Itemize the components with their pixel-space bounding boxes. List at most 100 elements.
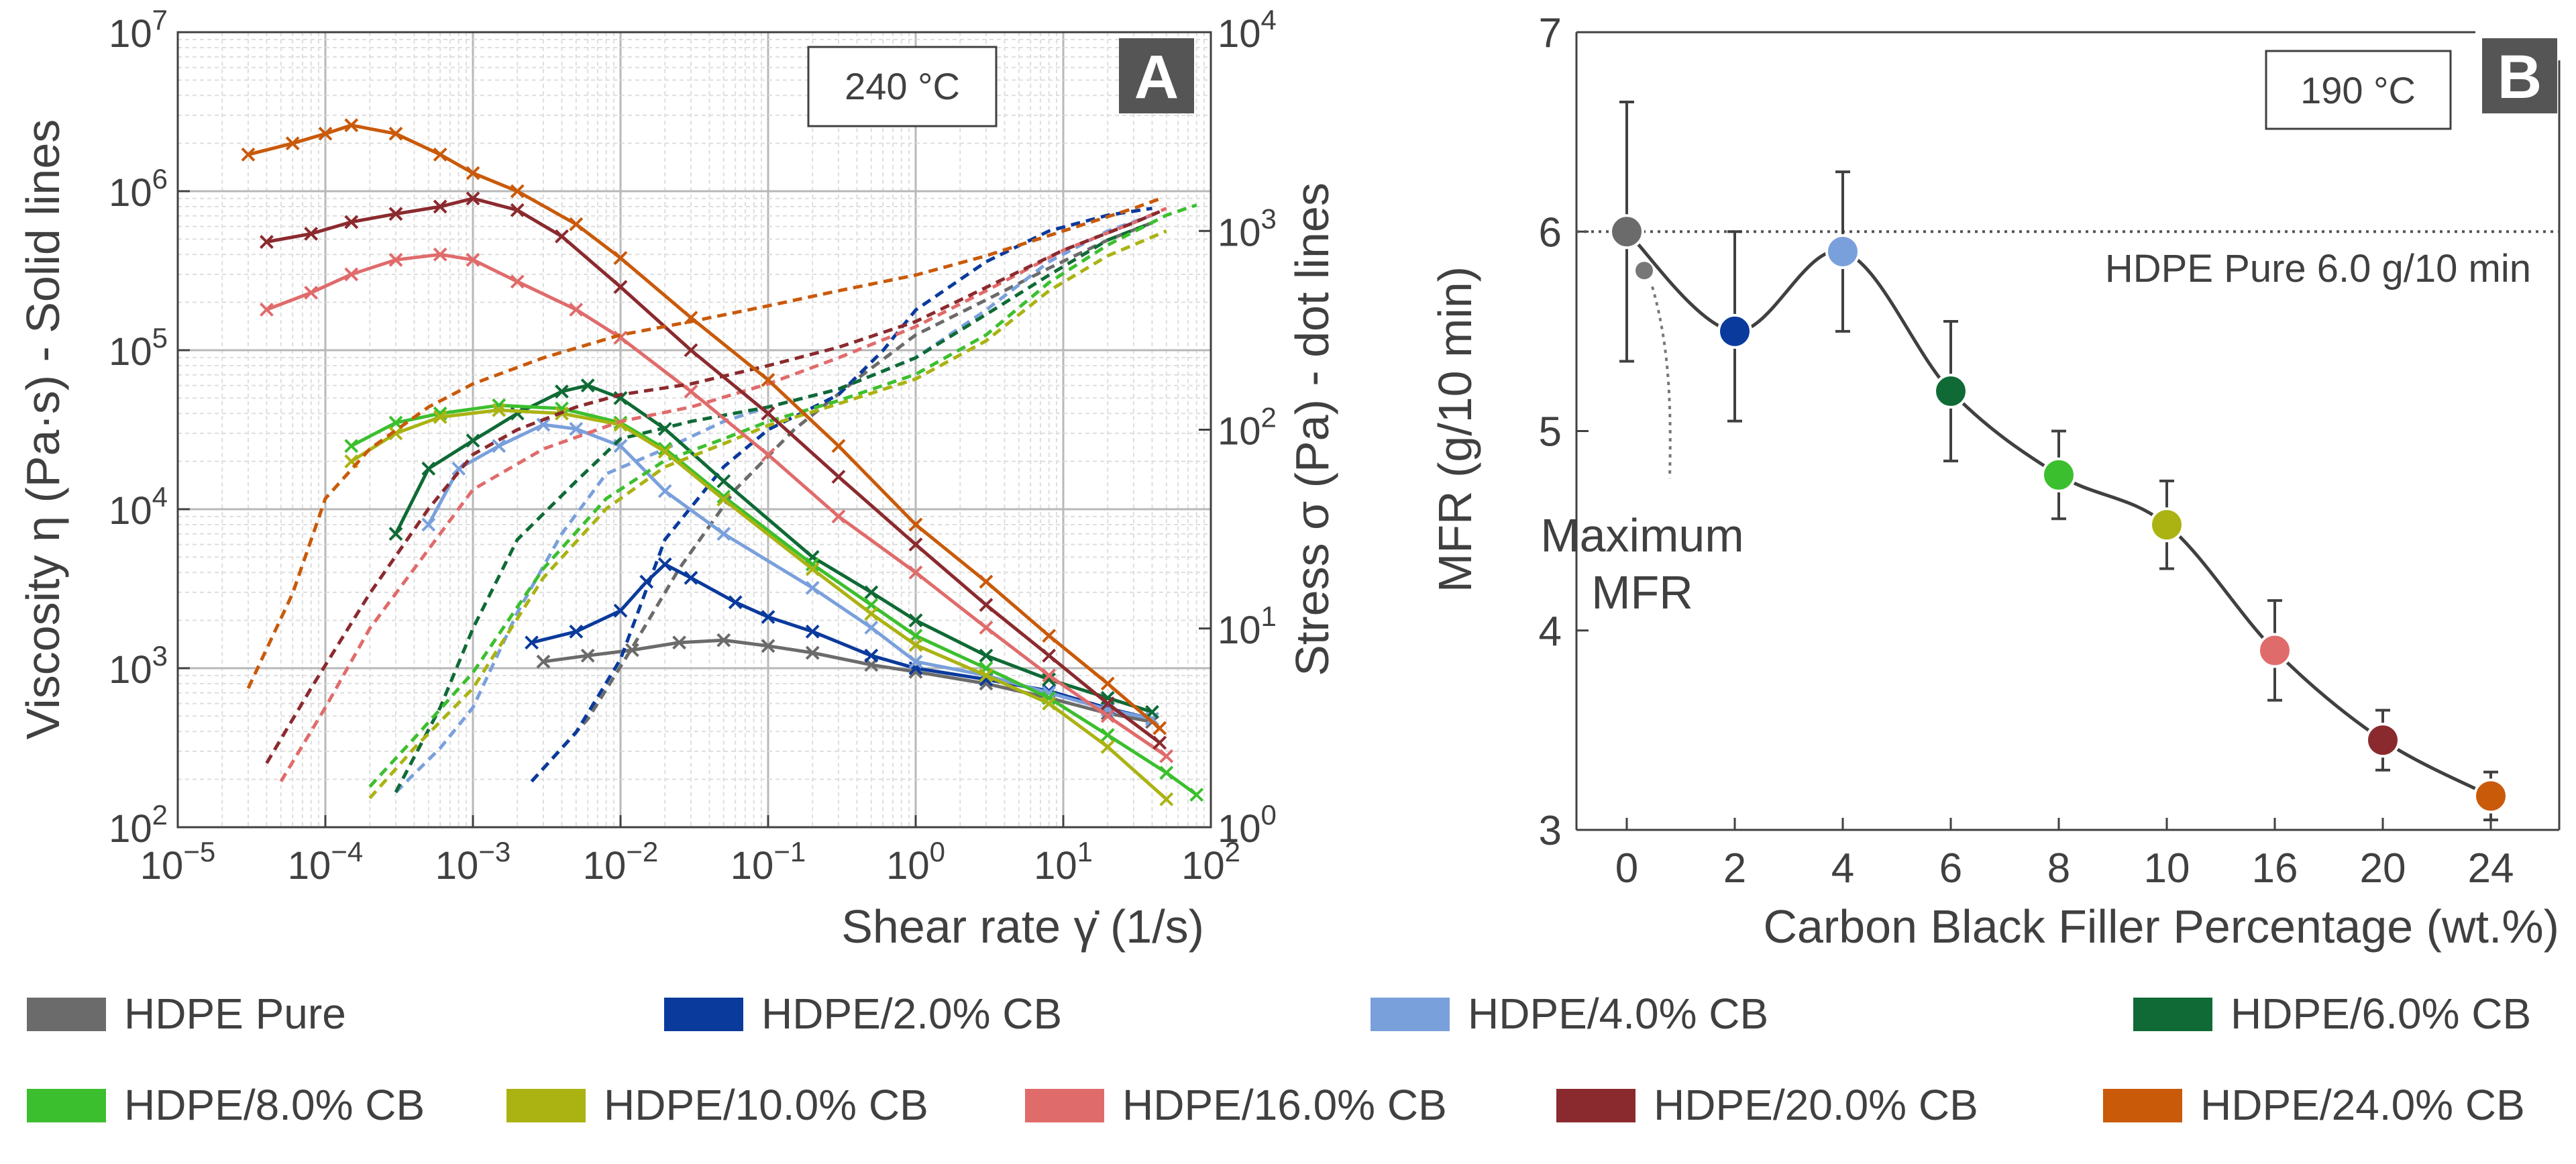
x-tick-label: 10−1 xyxy=(731,836,806,888)
legend-swatch xyxy=(27,998,106,1031)
viscosity-point xyxy=(466,191,480,206)
annotation-pointer xyxy=(1651,286,1672,479)
viscosity-point xyxy=(580,648,595,663)
viscosity-point xyxy=(716,474,731,488)
stress-line xyxy=(368,229,1167,800)
panel-a-title-box xyxy=(807,46,998,127)
viscosity-point xyxy=(466,433,480,448)
panel-b-title-box xyxy=(2265,50,2452,130)
legend-swatch xyxy=(2133,998,2212,1031)
viscosity-point xyxy=(908,537,923,551)
viscosity-point xyxy=(805,624,820,639)
panel-a-y2-axis-label: Stress σ (Pa) - dot lines xyxy=(1286,182,1338,676)
panel-b-x-axis-label: Carbon Black Filler Percentage (wt.%) xyxy=(1763,900,2559,953)
viscosity-point xyxy=(684,311,698,325)
series-hdpe-20-0-cb xyxy=(260,191,1167,764)
legend-item: HDPE/2.0% CB xyxy=(664,990,1062,1038)
stress-line xyxy=(394,213,1153,794)
viscosity-point xyxy=(344,267,359,282)
viscosity-point xyxy=(761,447,775,462)
viscosity-line xyxy=(266,252,1168,758)
y2-tick-label: 104 xyxy=(1218,4,1277,56)
legend-label: HDPE/24.0% CB xyxy=(2200,1081,2525,1129)
viscosity-point xyxy=(657,557,672,572)
panel-a-x-axis-label: Shear rate γ̇ (1/s) xyxy=(841,900,1204,953)
viscosity-point xyxy=(569,303,584,317)
viscosity-point xyxy=(684,570,698,585)
panel-b-series xyxy=(1576,101,2559,822)
viscosity-point xyxy=(761,610,775,625)
viscosity-point xyxy=(908,654,923,669)
viscosity-point xyxy=(1100,676,1115,691)
annotation-marker xyxy=(1635,262,1653,280)
legend-item: HDPE/4.0% CB xyxy=(1371,990,1768,1038)
viscosity-point xyxy=(831,439,846,454)
viscosity-point xyxy=(388,426,403,441)
viscosity-point xyxy=(241,147,256,162)
viscosity-point xyxy=(433,199,447,214)
panel-a-ticks: 10−5 10−4 10−3 10−2 10−1 100 101 102 102 103 104 10… xyxy=(109,4,1277,888)
viscosity-point xyxy=(466,166,480,180)
viscosity-point xyxy=(864,648,879,663)
viscosity-point xyxy=(613,280,628,295)
viscosity-point xyxy=(569,624,584,639)
viscosity-point xyxy=(344,215,359,229)
viscosity-point xyxy=(555,229,569,244)
viscosity-line xyxy=(350,403,1198,796)
mfr-point xyxy=(1609,214,1644,250)
viscosity-point xyxy=(344,439,359,454)
viscosity-line xyxy=(248,123,1161,730)
series-hdpe-6-0-cb xyxy=(388,221,1159,793)
b-x-tick-label: 6 xyxy=(1939,845,1962,892)
viscosity-point xyxy=(716,527,731,541)
viscosity-point xyxy=(433,147,447,162)
y2-tick-label: 102 xyxy=(1218,402,1277,454)
viscosity-point xyxy=(979,598,994,613)
viscosity-point xyxy=(304,227,319,241)
panel-a-series xyxy=(241,118,1204,806)
legend-item: HDPE/24.0% CB xyxy=(2103,1081,2525,1129)
viscosity-point xyxy=(1152,721,1167,735)
panel-b-y-axis-label: MFR (g/10 min) xyxy=(1429,266,1481,592)
legend-swatch xyxy=(1371,998,1450,1031)
b-y-tick-label: 5 xyxy=(1539,409,1562,456)
b-y-tick-label: 3 xyxy=(1539,808,1562,854)
viscosity-point xyxy=(979,574,994,589)
viscosity-point xyxy=(304,285,319,300)
stress-line xyxy=(246,197,1161,689)
legend-item: HDPE/20.0% CB xyxy=(1556,1081,1978,1129)
legend-swatch xyxy=(506,1089,586,1122)
panel-a-chart: 10−5 10−4 10−3 10−2 10−1 100 101 102 102 103 104 10… xyxy=(17,4,1338,953)
stress-line xyxy=(279,207,1167,782)
viscosity-point xyxy=(805,645,820,660)
b-x-tick-label: 16 xyxy=(2252,845,2298,892)
viscosity-point xyxy=(639,574,654,589)
legend-label: HDPE/4.0% CB xyxy=(1468,990,1768,1038)
viscosity-point xyxy=(908,613,923,628)
viscosity-point xyxy=(672,635,686,650)
viscosity-point xyxy=(657,421,672,436)
viscosity-point xyxy=(1100,728,1115,743)
y-tick-label: 107 xyxy=(109,4,168,56)
viscosity-point xyxy=(555,384,569,399)
viscosity-point xyxy=(613,390,628,405)
x-tick-label: 10−4 xyxy=(288,836,363,888)
legend-label: HDPE/20.0% CB xyxy=(1654,1081,1978,1129)
viscosity-point xyxy=(388,207,403,221)
legend-item: HDPE/10.0% CB xyxy=(506,1081,928,1129)
viscosity-point xyxy=(318,126,333,141)
viscosity-point xyxy=(1159,765,1174,780)
viscosity-point xyxy=(388,527,403,541)
viscosity-point xyxy=(716,633,731,647)
viscosity-point xyxy=(536,417,551,432)
panel-b-label-box xyxy=(2482,38,2557,113)
panel-a-label-box xyxy=(1119,38,1194,113)
viscosity-point xyxy=(344,118,359,133)
viscosity-point xyxy=(510,274,525,289)
viscosity-point xyxy=(536,654,551,669)
viscosity-point xyxy=(1042,648,1057,663)
viscosity-point xyxy=(260,235,274,249)
stress-line xyxy=(394,221,1153,793)
